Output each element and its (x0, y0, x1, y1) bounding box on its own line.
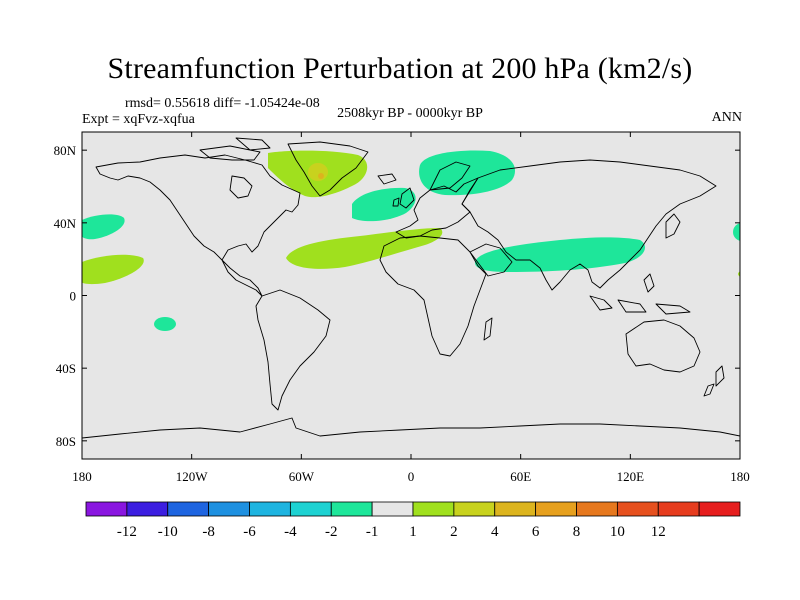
stats-line: rmsd= 0.55618 diff= -1.05424e-08 (125, 96, 320, 111)
colorbar-label: -12 (117, 524, 137, 540)
coastline-antarctica (82, 417, 740, 439)
season-label: ANN (711, 110, 742, 125)
coastline-scandinavia (429, 161, 471, 191)
coastline-new-zealand (703, 365, 725, 397)
lon-tick-label: 120W (176, 469, 209, 484)
coastline-japan (665, 213, 681, 239)
lat-tick-label: 40N (54, 216, 77, 231)
colorbar-label: -8 (202, 524, 215, 540)
colorbar-label: -4 (284, 524, 297, 540)
colorbar-swatch (657, 501, 700, 517)
colorbar-swatch (167, 501, 210, 517)
colorbar-label: 12 (651, 524, 666, 540)
coastline-arctic-islands (199, 137, 271, 161)
lon-tick-label: 180 (730, 469, 750, 484)
colorbar-swatch (412, 501, 455, 517)
colorbar-swatch (85, 501, 128, 517)
coastline-madagascar (483, 317, 493, 341)
anomaly-region (738, 271, 740, 277)
anomaly-region (82, 214, 125, 240)
colorbar-label: 10 (610, 524, 625, 540)
colorbar-label: 1 (409, 524, 417, 540)
anomaly-region (352, 187, 416, 222)
lat-tick-label: 80N (54, 143, 77, 158)
colorbar-swatch (289, 501, 332, 517)
colorbar-label: -6 (243, 524, 256, 540)
anomaly-region (318, 173, 324, 179)
lat-axis: 80N 40N 0 40S 80S (54, 143, 740, 449)
colorbar-swatch (576, 501, 618, 517)
colorbar-label: 6 (532, 524, 540, 540)
lon-tick-label: 60W (289, 469, 315, 484)
colorbar-label: -1 (366, 524, 379, 540)
colorbar-swatch (330, 501, 373, 517)
anomaly-region (82, 254, 144, 285)
lon-axis: 180 120W 60W 0 60E 120E 180 (72, 132, 750, 484)
anomaly-layer (82, 150, 740, 331)
coastline-africa (379, 235, 487, 357)
coastline-asia (461, 159, 717, 291)
coastline-indonesia (589, 273, 691, 315)
coastline-greenland (287, 141, 369, 197)
lon-tick-label: 60E (510, 469, 531, 484)
colorbar-swatch (249, 501, 291, 517)
colorbar: -12 -10 -8 -6 -4 -2 -1 1 2 4 6 8 10 12 (85, 501, 741, 540)
anomaly-region (419, 150, 516, 196)
colorbar-swatch (126, 501, 169, 517)
lat-tick-label: 80S (56, 434, 76, 449)
anomaly-region (154, 317, 176, 331)
lon-tick-label: 180 (72, 469, 92, 484)
chart-title: Streamfunction Perturbation at 200 hPa (… (107, 52, 693, 85)
colorbar-swatch (453, 501, 496, 517)
colorbar-label: -10 (158, 524, 178, 540)
colorbar-swatch (208, 501, 250, 517)
colorbar-label: 8 (573, 524, 581, 540)
anomaly-region (474, 237, 645, 272)
lat-tick-label: 0 (70, 289, 77, 304)
coastline-iceland (377, 173, 397, 185)
colorbar-label: 2 (450, 524, 458, 540)
anomaly-region (733, 223, 740, 241)
colorbar-swatch (371, 501, 414, 517)
coastline-arabia (469, 243, 513, 277)
lon-tick-label: 0 (408, 469, 415, 484)
coastline-south-america (255, 289, 331, 411)
colorbar-label: -2 (325, 524, 338, 540)
coastline-north-america (95, 154, 301, 297)
coastlines (82, 137, 740, 439)
experiment-label: Expt = xqFvz-xqfua (82, 112, 195, 127)
map-background (82, 132, 740, 459)
colorbar-swatch (698, 501, 741, 517)
anomaly-region (286, 228, 443, 269)
colorbar-swatch (616, 501, 659, 517)
lon-tick-label: 120E (617, 469, 645, 484)
period-label: 2508kyr BP - 0000kyr BP (337, 106, 483, 121)
colorbar-label: 4 (491, 524, 499, 540)
anomaly-region (308, 163, 328, 181)
colorbar-swatch (535, 501, 577, 517)
coastline-australia (625, 319, 701, 373)
coastline-hudson-bay (229, 175, 253, 199)
colorbar-swatch (494, 501, 537, 517)
coastline-british-isles (392, 187, 415, 209)
lat-tick-label: 40S (56, 361, 76, 376)
